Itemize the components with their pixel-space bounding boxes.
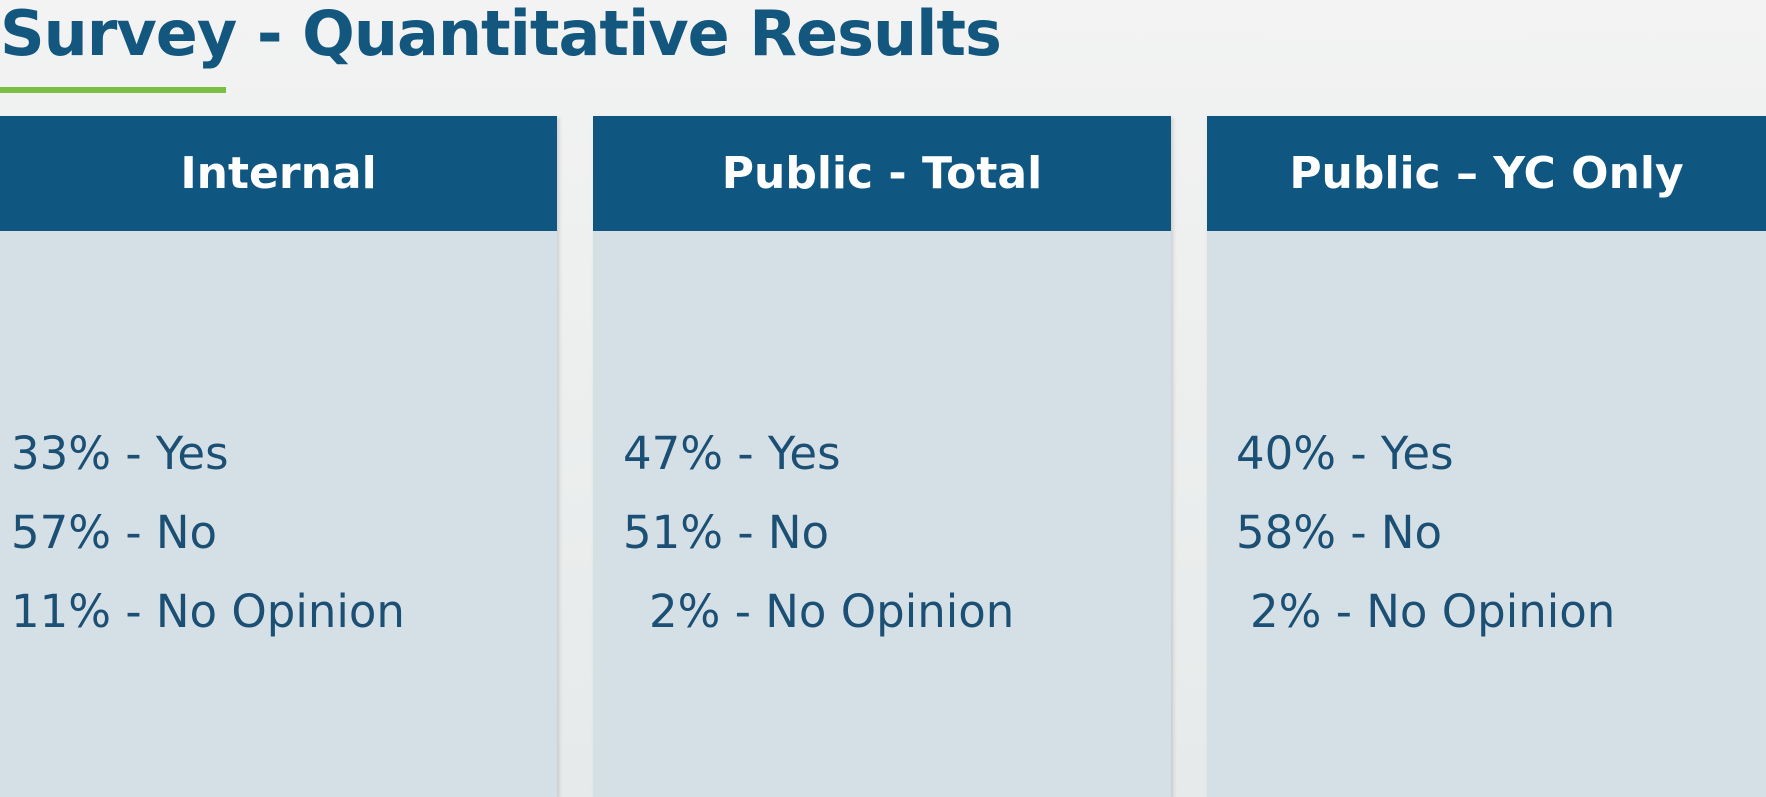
result-line: 2% - No Opinion	[649, 585, 1015, 638]
result-line: 51% - No	[623, 506, 830, 559]
title-underline	[0, 87, 226, 93]
result-list: 47% - Yes 51% - No 2% - No Opinion	[623, 421, 1014, 658]
result-line: 47% - Yes	[623, 427, 841, 480]
column-heading: Internal	[0, 116, 557, 231]
result-line: 40% - Yes	[1236, 427, 1454, 480]
result-line: 11% - No Opinion	[11, 585, 405, 638]
result-line: 57% - No	[11, 506, 218, 559]
column-panel: Public – YC Only 40% - Yes 58% - No 2% -…	[1207, 116, 1766, 797]
column-panel: Internal 33% - Yes 57% - No 11% - No Opi…	[0, 116, 557, 797]
slide-title: Survey - Quantitative Results	[0, 0, 1002, 70]
column-panel: Public - Total 47% - Yes 51% - No 2% - N…	[593, 116, 1171, 797]
result-line: 33% - Yes	[11, 427, 229, 480]
result-list: 40% - Yes 58% - No 2% - No Opinion	[1236, 421, 1615, 658]
result-line: 58% - No	[1236, 506, 1443, 559]
result-list: 33% - Yes 57% - No 11% - No Opinion	[11, 421, 405, 658]
column-heading: Public - Total	[593, 116, 1171, 231]
result-line: 2% - No Opinion	[1250, 585, 1616, 638]
column-heading: Public – YC Only	[1207, 116, 1766, 231]
